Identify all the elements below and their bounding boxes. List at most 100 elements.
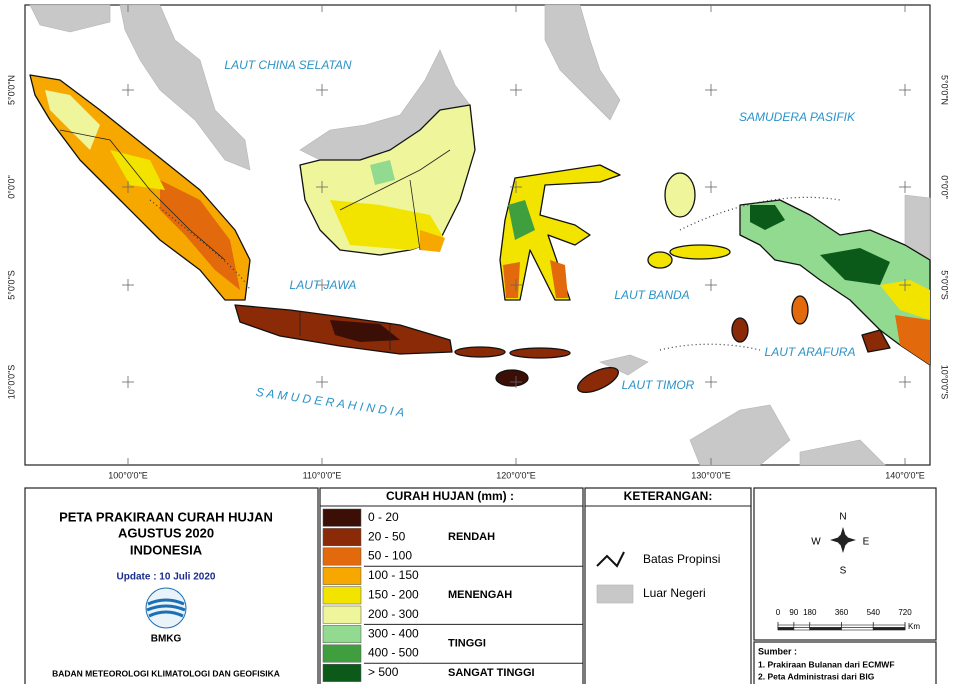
compass-e: E <box>863 537 870 548</box>
foreign-land <box>689 404 791 466</box>
scale-segment <box>872 624 906 628</box>
logo <box>145 587 187 629</box>
legend-class: 300 - 400 <box>368 626 419 640</box>
island <box>499 164 621 301</box>
lat-label: 5°0'0"S <box>6 270 16 300</box>
island <box>669 244 731 260</box>
rain-zone <box>110 150 165 190</box>
legend-group: RENDAH <box>448 531 495 543</box>
legend-swatch <box>322 625 362 644</box>
scale-label: 0 <box>776 608 781 617</box>
lon-label: 120°0'0"E <box>496 470 536 480</box>
keterangan-item: Batas Propinsi <box>643 552 720 566</box>
island <box>647 251 673 269</box>
legend-class: 50 - 100 <box>368 549 412 563</box>
foreign-land <box>29 4 111 33</box>
legend-group: SANGAT TINGGI <box>448 667 535 679</box>
province-border <box>339 149 451 211</box>
foreign-land <box>799 439 886 466</box>
title-panel <box>24 487 319 689</box>
sources-title: Sumber : <box>758 646 797 656</box>
rain-zone <box>550 260 568 298</box>
compass-n: N <box>839 512 846 523</box>
province-border <box>59 129 226 261</box>
scale-label: 180 <box>803 608 817 617</box>
rain-zone <box>330 200 445 250</box>
rain-zone <box>503 262 520 298</box>
scale-label: 720 <box>898 608 912 617</box>
source-item: 1. Prakiraan Bulanan dari ECMWF <box>758 659 895 669</box>
island <box>791 295 809 325</box>
agency: BADAN METEOROLOGI KLIMATOLOGI DAN GEOFIS… <box>52 668 280 678</box>
rain-zone <box>508 200 535 240</box>
legend-swatch <box>322 528 362 547</box>
island <box>577 366 619 394</box>
scale-segment <box>793 627 811 631</box>
sources-panel <box>753 641 937 689</box>
scale-segment <box>872 627 906 631</box>
foreign-symbol <box>596 584 634 604</box>
sea-boundary <box>659 343 761 351</box>
graticule: 100°0'0"E 110°0'0"E 120°0'0"E 130°0'0"E 140°… <box>6 5 950 480</box>
lat-label: 10°0'0"S <box>6 365 16 400</box>
lon-label: 140°0'0"E <box>885 470 925 480</box>
scale-label: 360 <box>835 608 849 617</box>
lat-label: 5°0'0"N <box>6 75 16 105</box>
legend-group: MENENGAH <box>448 589 512 601</box>
legend-class: 400 - 500 <box>368 646 419 660</box>
sea-boundary <box>679 196 841 231</box>
sea-label: LAUT TIMOR <box>622 378 695 392</box>
scale-segment <box>809 624 842 628</box>
lat-label: 10°0'0"S <box>940 365 950 400</box>
legend-swatch <box>322 644 362 663</box>
legend-swatch <box>322 566 362 585</box>
legend-class: 200 - 300 <box>368 607 419 621</box>
compass-w: W <box>811 537 821 548</box>
rain-zone <box>750 205 785 230</box>
rain-zone <box>420 230 445 252</box>
lon-label: 110°0'0"E <box>303 470 342 480</box>
update: Update : 10 Juli 2020 <box>117 572 216 583</box>
rain-zone <box>820 248 890 285</box>
lat-label: 0°0'0" <box>940 175 950 199</box>
legend-swatch <box>322 605 362 624</box>
scale-segment <box>841 624 874 628</box>
scale-segment <box>809 627 842 631</box>
lon-label: 130°0'0"E <box>691 470 731 480</box>
island <box>454 346 506 358</box>
legend: 0 - 20 20 - 50 50 - 100 RENDAH 100 - 150 150 … <box>322 508 583 682</box>
legend-swatch <box>322 547 362 566</box>
legend-swatch <box>322 508 362 527</box>
island <box>861 329 891 353</box>
lat-label: 5°0'0"S <box>940 270 950 300</box>
scale-label: 540 <box>867 608 881 617</box>
scale-segment <box>841 627 874 631</box>
province-symbol <box>596 551 625 568</box>
source-item: 2. Peta Administrasi dari BIG <box>758 671 875 681</box>
lat-label: 0°0'0" <box>6 175 16 199</box>
legend-class: 0 - 20 <box>368 510 399 524</box>
island <box>731 317 749 343</box>
province-border <box>409 179 421 251</box>
map: LAUT CHINA SELATAN SAMUDERA PASIFIK LAUT… <box>29 4 931 466</box>
foreign-land <box>599 354 649 376</box>
foreign-land <box>544 4 621 121</box>
scale-bar: 0 90 180 360 540 720 Km <box>776 608 921 631</box>
legend-class: > 500 <box>368 665 399 679</box>
title: AGUSTUS 2020 <box>118 525 214 540</box>
sea-label: LAUT ARAFURA <box>765 345 856 359</box>
foreign-land <box>119 4 251 171</box>
keterangan-item: Luar Negeri <box>643 586 706 600</box>
island <box>509 347 571 359</box>
rain-zone <box>160 180 240 290</box>
sea-label: LAUT BANDA <box>614 288 689 302</box>
sea-boundary <box>149 199 251 291</box>
lat-label: 5°0'0"N <box>940 75 950 105</box>
rain-zone <box>370 160 395 185</box>
sea-label: LAUT CHINA SELATAN <box>224 58 351 72</box>
rain-zone <box>880 280 930 320</box>
title: INDONESIA <box>130 542 203 557</box>
legend-title: CURAH HUJAN (mm) : <box>386 489 514 503</box>
